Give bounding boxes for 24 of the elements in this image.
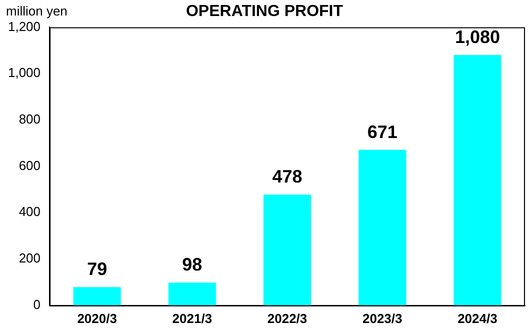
x-tick-label: 2023/3: [362, 310, 402, 326]
y-tick-label: 800: [18, 112, 41, 127]
y-tick-label: 0: [33, 296, 41, 312]
y-tick-label: 1,200: [8, 18, 41, 34]
x-tick-label: 2021/3: [172, 310, 212, 326]
y-axis-title: million yen: [6, 4, 68, 19]
data-label: 79: [87, 259, 108, 280]
bar: [454, 55, 502, 306]
bar: [263, 194, 312, 306]
data-label: 1,080: [454, 26, 500, 47]
chart-title: OPERATING PROFIT: [186, 3, 344, 20]
x-tick-label: 2020/3: [77, 310, 117, 326]
y-tick-label: 1,000: [8, 65, 41, 80]
x-tick-label: 2022/3: [267, 310, 308, 326]
data-label: 98: [182, 254, 202, 275]
bar: [73, 287, 121, 306]
y-tick-label: 200: [18, 250, 41, 266]
bar: [358, 150, 406, 306]
y-tick-label: 400: [18, 204, 41, 220]
data-label: 671: [367, 122, 398, 142]
bar: [168, 282, 216, 306]
x-tick-label: 2024/3: [458, 310, 498, 326]
y-tick-label: 600: [18, 158, 41, 173]
data-label: 478: [272, 166, 302, 187]
